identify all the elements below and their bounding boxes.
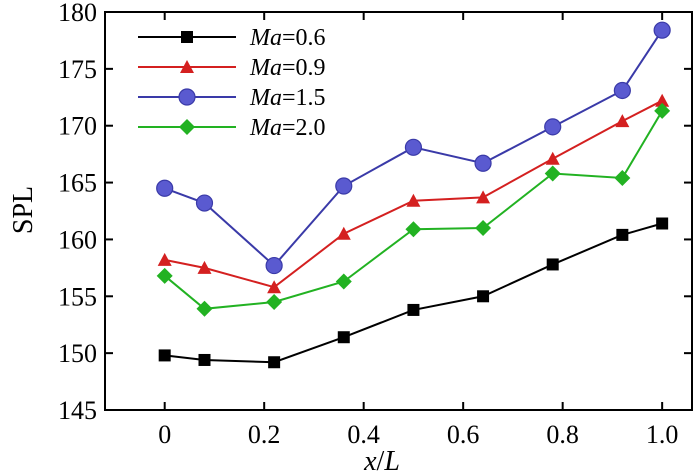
- y-tick-label: 170: [58, 112, 97, 141]
- legend-marker: [180, 60, 194, 73]
- data-point: [266, 293, 283, 310]
- data-point: [405, 221, 422, 238]
- legend-entry-1: Ma=0.9: [138, 55, 326, 81]
- legend-label: Ma=1.5: [249, 85, 326, 111]
- legend-label: Ma=2.0: [249, 115, 326, 141]
- series-1: [157, 93, 670, 294]
- series-line: [164, 222, 663, 364]
- legend-entry-3: Ma=2.0: [138, 115, 326, 141]
- data-point: [157, 252, 172, 266]
- x-axis-title-var: x: [363, 446, 377, 474]
- data-point: [546, 258, 559, 271]
- legend-marker: [178, 88, 196, 106]
- y-axis-title: SPL: [8, 186, 39, 234]
- legend-entry-0: Ma=0.6: [138, 25, 326, 51]
- legend-label-value: =1.5: [282, 85, 326, 111]
- y-tick-label: 165: [58, 169, 97, 198]
- x-tick-label: 0.4: [347, 420, 380, 449]
- legend-label-var: Ma: [249, 25, 282, 51]
- x-tick-label: 0.6: [447, 420, 480, 449]
- data-point: [615, 114, 630, 128]
- y-tick-label: 175: [58, 55, 97, 84]
- legend-label-value: =2.0: [282, 115, 326, 141]
- x-axis-title-var2: L: [383, 446, 400, 474]
- data-point: [613, 81, 631, 100]
- legend-marker: [179, 119, 195, 135]
- x-tick-label: 0: [158, 420, 171, 449]
- legend-label-value: =0.6: [282, 25, 326, 51]
- x-tick-label: 0.2: [248, 420, 281, 449]
- y-tick-label: 150: [58, 339, 97, 368]
- y-tick-label: 155: [58, 282, 97, 311]
- data-point: [268, 356, 281, 369]
- data-point: [545, 151, 560, 165]
- data-point: [158, 349, 171, 362]
- series-0: [158, 217, 669, 369]
- data-point: [196, 300, 213, 317]
- legend-label: Ma=0.9: [249, 55, 326, 81]
- legend-marker: [181, 31, 193, 43]
- plot-frame: [104, 11, 693, 411]
- data-point: [156, 179, 174, 197]
- data-point: [654, 102, 671, 119]
- data-point: [335, 177, 353, 195]
- legend-label-var: Ma: [249, 85, 282, 111]
- legend-entry-2: Ma=1.5: [138, 85, 326, 111]
- x-tick-label: 1.0: [646, 420, 679, 449]
- data-point: [195, 194, 214, 212]
- data-point: [475, 220, 492, 237]
- legend-label-value: =0.9: [282, 55, 326, 81]
- data-point: [404, 138, 423, 156]
- data-point: [614, 170, 631, 187]
- legend-label-var: Ma: [249, 55, 282, 81]
- data-point: [544, 118, 562, 136]
- data-point: [406, 193, 421, 207]
- data-point: [653, 21, 671, 39]
- data-point: [656, 217, 669, 230]
- legend-label-var: Ma: [249, 115, 282, 141]
- x-tick-label: 0.8: [546, 420, 579, 449]
- data-point: [655, 93, 670, 107]
- data-point: [265, 256, 283, 275]
- data-point: [616, 228, 629, 241]
- data-point: [477, 290, 490, 303]
- data-point: [336, 226, 351, 240]
- data-point: [267, 280, 282, 294]
- y-tick-label: 180: [58, 0, 97, 27]
- data-point: [337, 331, 350, 344]
- data-point: [156, 267, 173, 284]
- data-point: [544, 165, 561, 182]
- data-point: [197, 260, 212, 274]
- data-point: [476, 190, 491, 204]
- x-axis-title-slash: /: [377, 446, 385, 474]
- series-3: [156, 102, 671, 317]
- x-axis-title: x/L: [363, 446, 400, 474]
- series-2: [156, 21, 671, 275]
- y-tick-label: 145: [58, 396, 97, 425]
- legend-label: Ma=0.6: [249, 25, 326, 51]
- data-point: [198, 353, 211, 366]
- data-point: [474, 154, 492, 172]
- data-point: [407, 303, 420, 316]
- y-tick-label: 160: [58, 225, 97, 254]
- data-point: [335, 273, 352, 290]
